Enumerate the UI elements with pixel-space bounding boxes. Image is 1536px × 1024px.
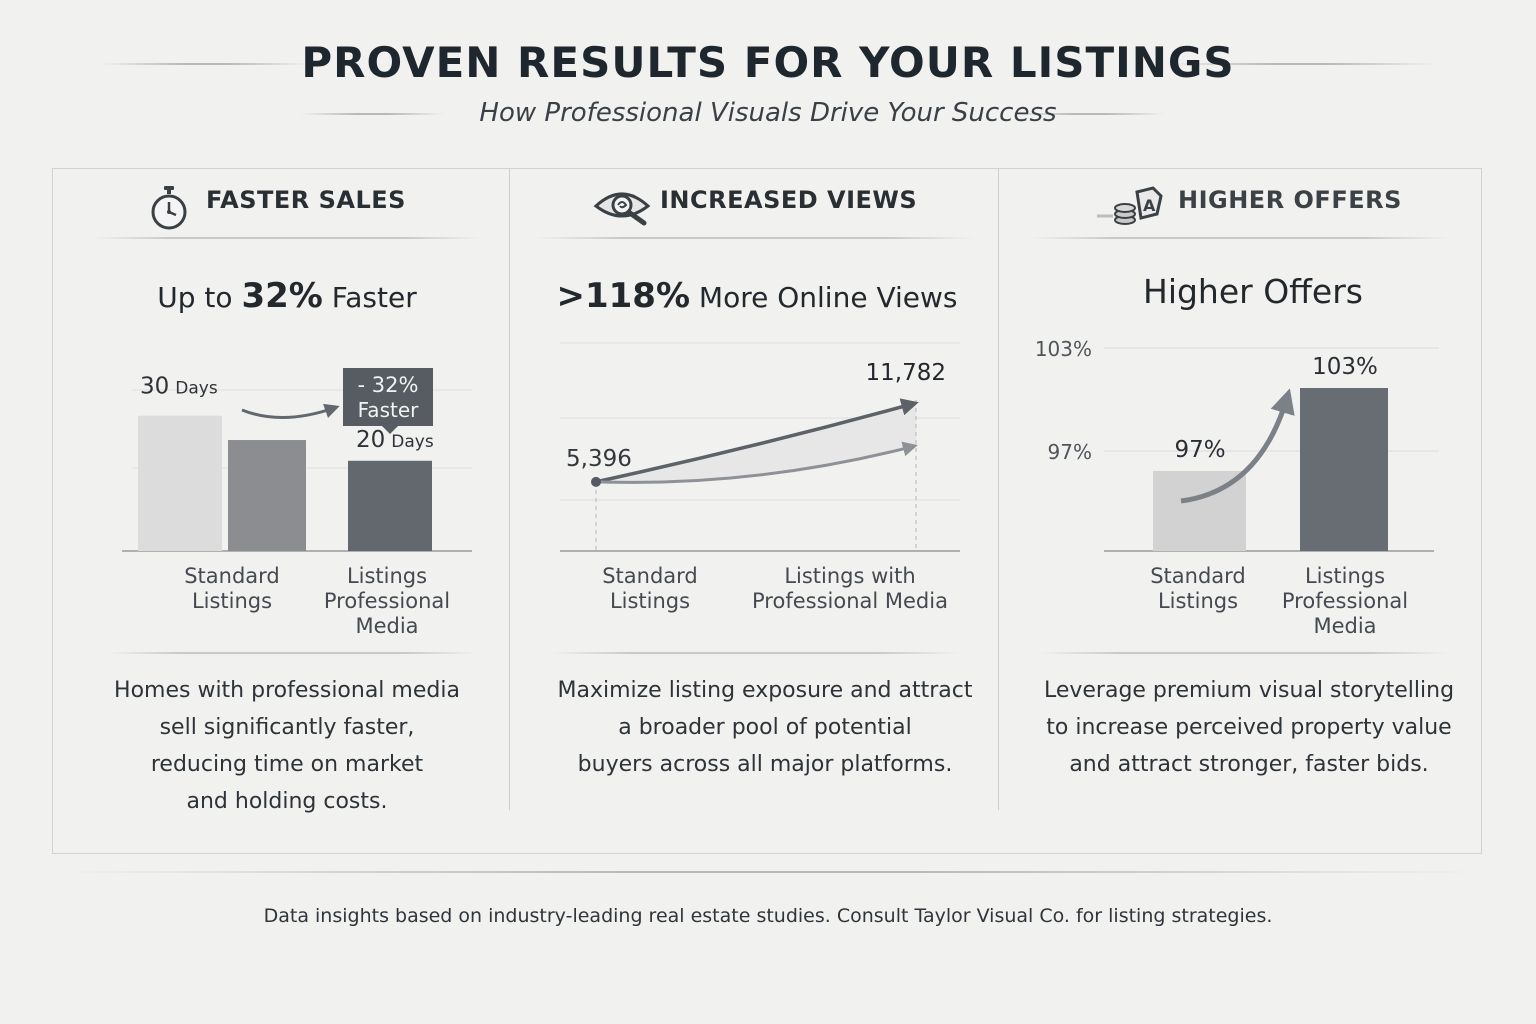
growth-area (596, 400, 916, 483)
panel-heading: INCREASED VIEWS (660, 186, 918, 214)
panel-heading-rule (535, 237, 975, 239)
panel-heading-rule (1029, 237, 1449, 239)
bar-professional (348, 460, 432, 551)
title-rule-left (100, 63, 310, 65)
panel-caption-rule (107, 652, 477, 654)
value-label-standard: 5,396 (566, 446, 632, 472)
bar-standard (228, 440, 306, 551)
x-label-professional: Listings Professional Media (323, 564, 451, 638)
subtitle-rule-right (1015, 113, 1165, 115)
stopwatch-icon (151, 186, 187, 230)
footer-note: Data insights based on industry-leading … (263, 905, 1273, 927)
value-label-professional: 11,782 (866, 360, 946, 386)
results-frame (52, 168, 1482, 854)
panel-caption-rule (1039, 652, 1449, 654)
panel-faster-sales: FASTER SALES Up to 32% Faster 30 Days 20 Da… (52, 168, 509, 854)
x-label-professional: Listings Professional Media (1281, 564, 1409, 638)
panel-headline: Higher Offers (1143, 272, 1363, 311)
page-subtitle: How Professional Visuals Drive Your Succ… (479, 98, 1057, 128)
panel-caption-rule (550, 652, 960, 654)
x-label-standard: Standard Listings (602, 564, 698, 613)
bar-standard-light (138, 415, 222, 551)
value-label-professional: 20 Days (356, 427, 434, 453)
increase-arrow (1180, 388, 1295, 504)
views-line-chart: 5,396 11,782 (560, 342, 960, 552)
coins-tag-icon: A (1097, 186, 1163, 225)
callout-line-1: - 32% (358, 373, 419, 397)
title-rule-right (1165, 63, 1435, 65)
value-label-standard: 30 Days (140, 374, 218, 400)
y-tick-label: 97% (1048, 440, 1092, 464)
panel-higher-offers: A HIGHER OFFERS Higher Offers 97% 103% 97%… (999, 168, 1482, 854)
panel-heading: HIGHER OFFERS (1178, 186, 1402, 214)
x-label-standard: Standard Listings (184, 564, 280, 613)
panel-heading-rule (92, 237, 482, 239)
eye-magnifier-icon (593, 192, 651, 226)
callout-pointer (382, 426, 398, 434)
bar-professional (1300, 388, 1388, 551)
panel-caption: Homes with professional media sell signi… (114, 678, 460, 814)
reduction-callout (343, 368, 433, 426)
panel-heading: FASTER SALES (206, 186, 406, 214)
offers-bar-chart: 97% 103% 97% 103% (1035, 337, 1439, 552)
x-label-professional: Listings with Professional Media (752, 564, 948, 613)
value-label-standard: 97% (1174, 437, 1225, 463)
series-standard-line (595, 441, 918, 484)
panel-caption: Maximize listing exposure and attract a … (557, 678, 973, 777)
panel-caption: Leverage premium visual storytelling to … (1043, 678, 1455, 777)
reduction-arrow (241, 403, 340, 419)
footer-rule (60, 871, 1480, 873)
series-professional-line (595, 398, 919, 484)
days-bar-chart: 30 Days 20 Days - 32%Faster (122, 368, 472, 552)
page-title: PROVEN RESULTS FOR YOUR LISTINGS (301, 38, 1235, 87)
panel-headline: Up to 32% Faster (157, 276, 417, 316)
panel-divider-1 (509, 168, 510, 810)
subtitle-rule-left (300, 113, 445, 115)
panel-headline: >118% More Online Views (556, 276, 958, 316)
svg-text:A: A (1143, 196, 1156, 215)
value-label-professional: 103% (1312, 354, 1378, 380)
y-tick-label: 103% (1035, 337, 1092, 361)
callout-line-2: Faster (358, 398, 419, 422)
x-label-standard: Standard Listings (1150, 564, 1246, 613)
panel-divider-2 (998, 168, 999, 810)
panel-increased-views: INCREASED VIEWS >118% More Online Views … (510, 168, 998, 854)
start-point (591, 476, 601, 487)
